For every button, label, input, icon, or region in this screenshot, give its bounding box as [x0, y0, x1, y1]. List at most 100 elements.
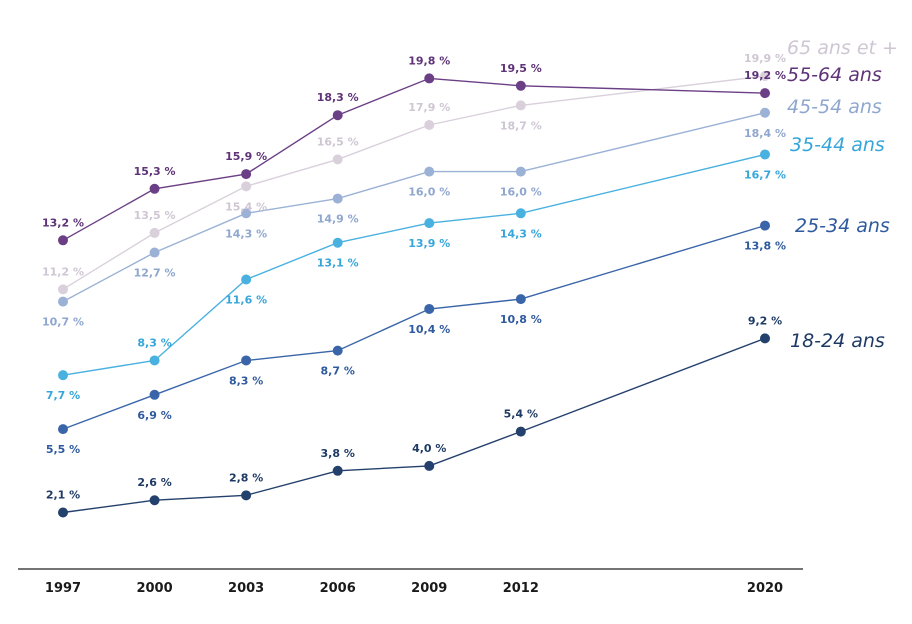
series-name-label: 35-44 ans [790, 134, 885, 156]
data-label: 17,9 % [408, 101, 450, 114]
data-point [241, 490, 252, 501]
data-label: 13,1 % [317, 257, 359, 270]
series-name-label: 18-24 ans [790, 330, 885, 352]
data-point [58, 296, 68, 307]
series-name-label: 55-64 ans [787, 64, 882, 86]
data-label: 9,2 % [748, 314, 782, 327]
data-point [332, 465, 343, 476]
data-label: 15,3 % [134, 165, 176, 178]
data-point [760, 107, 770, 118]
data-label: 7,7 % [46, 389, 80, 402]
x-axis-ticks: 1997 2000 2003 2006 2009 2012 2020 [45, 581, 783, 596]
data-label: 14,3 % [225, 227, 267, 240]
data-label: 8,3 % [137, 336, 171, 349]
data-label: 18,4 % [744, 127, 786, 140]
data-label: 13,2 % [42, 216, 84, 229]
series-name-labels: 65 ans et + 55-64 ans 45-54 ans 35-44 ans 25… [787, 37, 898, 352]
x-tick-label: 2012 [503, 581, 539, 596]
data-point [241, 181, 252, 192]
data-point [332, 237, 343, 248]
point-labels: 11,2 % 13,5 % 15,4 % 16,5 % 17,9 % 18,7 % 19,9… [42, 52, 786, 502]
data-label: 2,1 % [46, 489, 80, 502]
data-point [760, 70, 770, 81]
data-label: 15,4 % [225, 200, 267, 213]
series-name-label: 25-34 ans [795, 215, 890, 237]
data-point [515, 426, 526, 437]
data-label: 15,9 % [225, 150, 267, 163]
data-point [149, 389, 160, 400]
data-point [424, 73, 435, 84]
data-point [58, 284, 68, 295]
data-label: 14,3 % [500, 227, 542, 240]
data-point [149, 495, 160, 506]
data-point [149, 227, 160, 238]
series-name-label: 45-54 ans [787, 96, 882, 118]
data-point [424, 460, 435, 471]
data-point [58, 235, 68, 246]
data-point [515, 208, 526, 219]
data-label: 14,9 % [317, 213, 359, 226]
data-point [424, 120, 435, 131]
data-point [760, 88, 770, 99]
data-label: 4,0 % [412, 442, 446, 455]
data-point [241, 274, 252, 285]
data-point [241, 169, 252, 180]
data-label: 16,7 % [744, 168, 786, 181]
data-label: 19,2 % [744, 69, 786, 82]
data-label: 8,3 % [229, 374, 263, 387]
data-label: 10,7 % [42, 316, 84, 329]
data-point [149, 355, 160, 366]
x-tick-label: 2000 [136, 581, 172, 596]
data-point [58, 507, 68, 518]
data-point [515, 80, 526, 91]
data-point [515, 100, 526, 111]
data-label: 3,8 % [321, 447, 355, 460]
data-label: 16,0 % [408, 186, 450, 199]
data-point [515, 166, 526, 177]
data-point [515, 294, 526, 305]
data-point [149, 183, 160, 194]
data-point [760, 333, 770, 344]
data-label: 11,2 % [42, 265, 84, 278]
data-point [332, 110, 343, 121]
data-point [241, 355, 252, 366]
data-point [58, 424, 68, 435]
data-point [332, 154, 343, 165]
data-point [58, 370, 68, 381]
x-tick-label: 2020 [747, 581, 783, 596]
x-tick-label: 1997 [45, 581, 81, 596]
data-label: 19,5 % [500, 62, 542, 75]
data-label: 2,8 % [229, 471, 263, 484]
data-point [760, 149, 770, 160]
data-label: 16,0 % [500, 186, 542, 199]
data-label: 8,7 % [321, 365, 355, 378]
data-label: 13,9 % [408, 237, 450, 250]
data-point [424, 218, 435, 229]
data-point [149, 247, 160, 258]
x-tick-label: 2009 [411, 581, 447, 596]
x-tick-label: 2003 [228, 581, 264, 596]
data-label: 18,3 % [317, 91, 359, 104]
data-label: 5,4 % [504, 408, 538, 421]
series-name-label: 65 ans et + [787, 37, 898, 59]
data-label: 6,9 % [137, 409, 171, 422]
series-points [58, 70, 770, 518]
data-point [424, 166, 435, 177]
data-point [332, 345, 343, 356]
data-label: 11,6 % [225, 294, 267, 307]
data-label: 18,7 % [500, 119, 542, 132]
data-point [760, 220, 770, 231]
data-label: 10,4 % [408, 323, 450, 336]
data-label: 19,9 % [744, 52, 786, 65]
data-label: 5,5 % [46, 443, 80, 456]
data-label: 16,5 % [317, 135, 359, 148]
data-point [424, 303, 435, 314]
data-point [241, 208, 252, 219]
data-label: 13,8 % [744, 240, 786, 253]
data-point [332, 193, 343, 204]
x-tick-label: 2006 [320, 581, 356, 596]
data-label: 13,5 % [134, 209, 176, 222]
data-label: 10,8 % [500, 313, 542, 326]
